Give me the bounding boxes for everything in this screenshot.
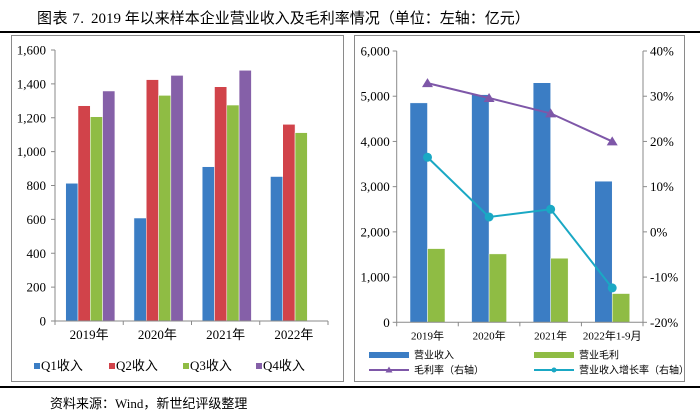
bar-Q3收入-2022年	[294, 132, 308, 322]
bar-Q1收入-2019年	[65, 183, 79, 322]
line-营业收入增长率（右轴）	[426, 156, 614, 289]
bar-营业毛利-2019年	[427, 248, 446, 323]
y-tick-label: 600	[27, 212, 47, 227]
x-tick-label: 2020年	[473, 328, 506, 342]
marker-毛利率（右轴）-2021年	[545, 108, 557, 118]
x-tick-label: 2021年	[534, 328, 567, 342]
legend-swatch-Q1收入	[34, 363, 40, 369]
bar-营业毛利-2021年	[550, 257, 569, 323]
y2-tick-label: 10%	[650, 179, 674, 194]
x-tick-label: 2022年	[274, 327, 313, 342]
y-tick-label: 1,000	[360, 270, 389, 285]
bar-Q4收入-2019年	[102, 90, 116, 322]
y-tick-label: 0	[40, 314, 47, 329]
y2-tick-label: 0%	[650, 224, 668, 239]
x-tick-label: 2021年	[206, 327, 245, 342]
y2-tick-label: -20%	[650, 315, 678, 330]
bar-Q1收入-2022年	[270, 176, 284, 322]
marker-营业收入增长率（右轴）-2020年	[484, 212, 494, 222]
x-tick-label: 2019年	[70, 327, 109, 342]
x-tick-label: 2022年1-9月	[583, 328, 642, 342]
marker-营业收入增长率（右轴）-2021年	[546, 204, 556, 214]
figure-title-text: 2019 年以来样本企业营业收入及毛利率情况（单位：左轴：亿元）	[91, 11, 530, 27]
legend-marker	[385, 366, 393, 373]
bar-Q4收入-2020年	[170, 75, 184, 322]
legend-swatch-营业收入	[369, 352, 409, 358]
bar-Q1收入-2020年	[133, 217, 147, 322]
bar-Q2收入-2022年	[282, 124, 296, 322]
y-tick-label: 400	[27, 246, 47, 261]
x-tick-label: 2019年	[411, 328, 444, 342]
marker-毛利率（右轴）-2022年1-9月	[606, 136, 618, 146]
y-tick-label: 200	[27, 280, 47, 295]
marker-毛利率（右轴）-2019年	[421, 78, 433, 88]
bar-Q2收入-2020年	[146, 79, 159, 322]
y-tick-label: 1,200	[17, 110, 46, 125]
y-tick-label: 3,000	[360, 179, 389, 194]
y2-tick-label: 30%	[650, 89, 674, 104]
legend-marker	[551, 367, 557, 373]
legend-label: 营业毛利	[579, 349, 619, 362]
bar-Q1收入-2021年	[201, 166, 215, 322]
figure-number: 图表 7.	[37, 11, 85, 27]
line-毛利率（右轴）	[427, 82, 613, 143]
legend-label: Q2收入	[116, 358, 158, 373]
bar-营业收入-2019年	[409, 102, 428, 323]
bar-Q4收入-2021年	[238, 70, 252, 322]
marker-毛利率（右轴）-2020年	[483, 93, 495, 103]
y2-tick-label: 20%	[650, 134, 674, 149]
y-tick-label: 800	[27, 178, 47, 193]
y2-tick-label: 40%	[650, 44, 674, 59]
bar-营业收入-2021年	[532, 82, 551, 323]
y-tick-label: 0	[383, 315, 390, 330]
top-rule	[0, 31, 700, 33]
bar-营业毛利-2020年	[488, 253, 507, 323]
legend-swatch-Q4收入	[256, 363, 262, 369]
x-tick-label: 2020年	[138, 327, 177, 342]
source-note: 资料来源：Wind，新世纪评级整理	[50, 396, 248, 411]
marker-营业收入增长率（右轴）-2019年	[422, 152, 432, 162]
y-tick-label: 1,600	[17, 43, 46, 58]
bar-Q2收入-2021年	[214, 86, 228, 322]
legend-label: 营业收入	[414, 349, 454, 362]
figure-title: 图表 7. 2019 年以来样本企业营业收入及毛利率情况（单位：左轴：亿元）	[0, 6, 700, 28]
legend-swatch-Q3收入	[183, 363, 189, 369]
bar-Q3收入-2020年	[158, 95, 172, 322]
y-tick-label: 6,000	[360, 44, 389, 59]
bottom-rule	[0, 386, 700, 388]
y-tick-label: 5,000	[360, 89, 389, 104]
legend-swatch-营业毛利	[534, 352, 574, 358]
y-tick-label: 2,000	[360, 224, 389, 239]
legend-label: 营业收入增长率（右轴）	[579, 364, 689, 377]
legend-label: 毛利率（右轴）	[414, 364, 484, 377]
bar-营业毛利-2022年1-9月	[611, 293, 630, 323]
bar-Q3收入-2019年	[90, 116, 103, 322]
legend-label: Q3收入	[190, 358, 232, 373]
y-tick-label: 4,000	[360, 134, 389, 149]
bar-Q3收入-2021年	[226, 104, 240, 322]
y-tick-label: 1,000	[17, 144, 46, 159]
bar-营业收入-2022年1-9月	[594, 180, 613, 323]
legend-swatch-Q2收入	[109, 363, 115, 369]
y-tick-label: 1,400	[17, 76, 46, 91]
marker-营业收入增长率（右轴）-2022年1-9月	[607, 283, 617, 293]
bar-Q2收入-2019年	[77, 105, 91, 322]
y2-tick-label: -10%	[650, 270, 678, 285]
legend-label: Q1收入	[41, 358, 83, 373]
legend-label: Q4收入	[263, 358, 305, 373]
